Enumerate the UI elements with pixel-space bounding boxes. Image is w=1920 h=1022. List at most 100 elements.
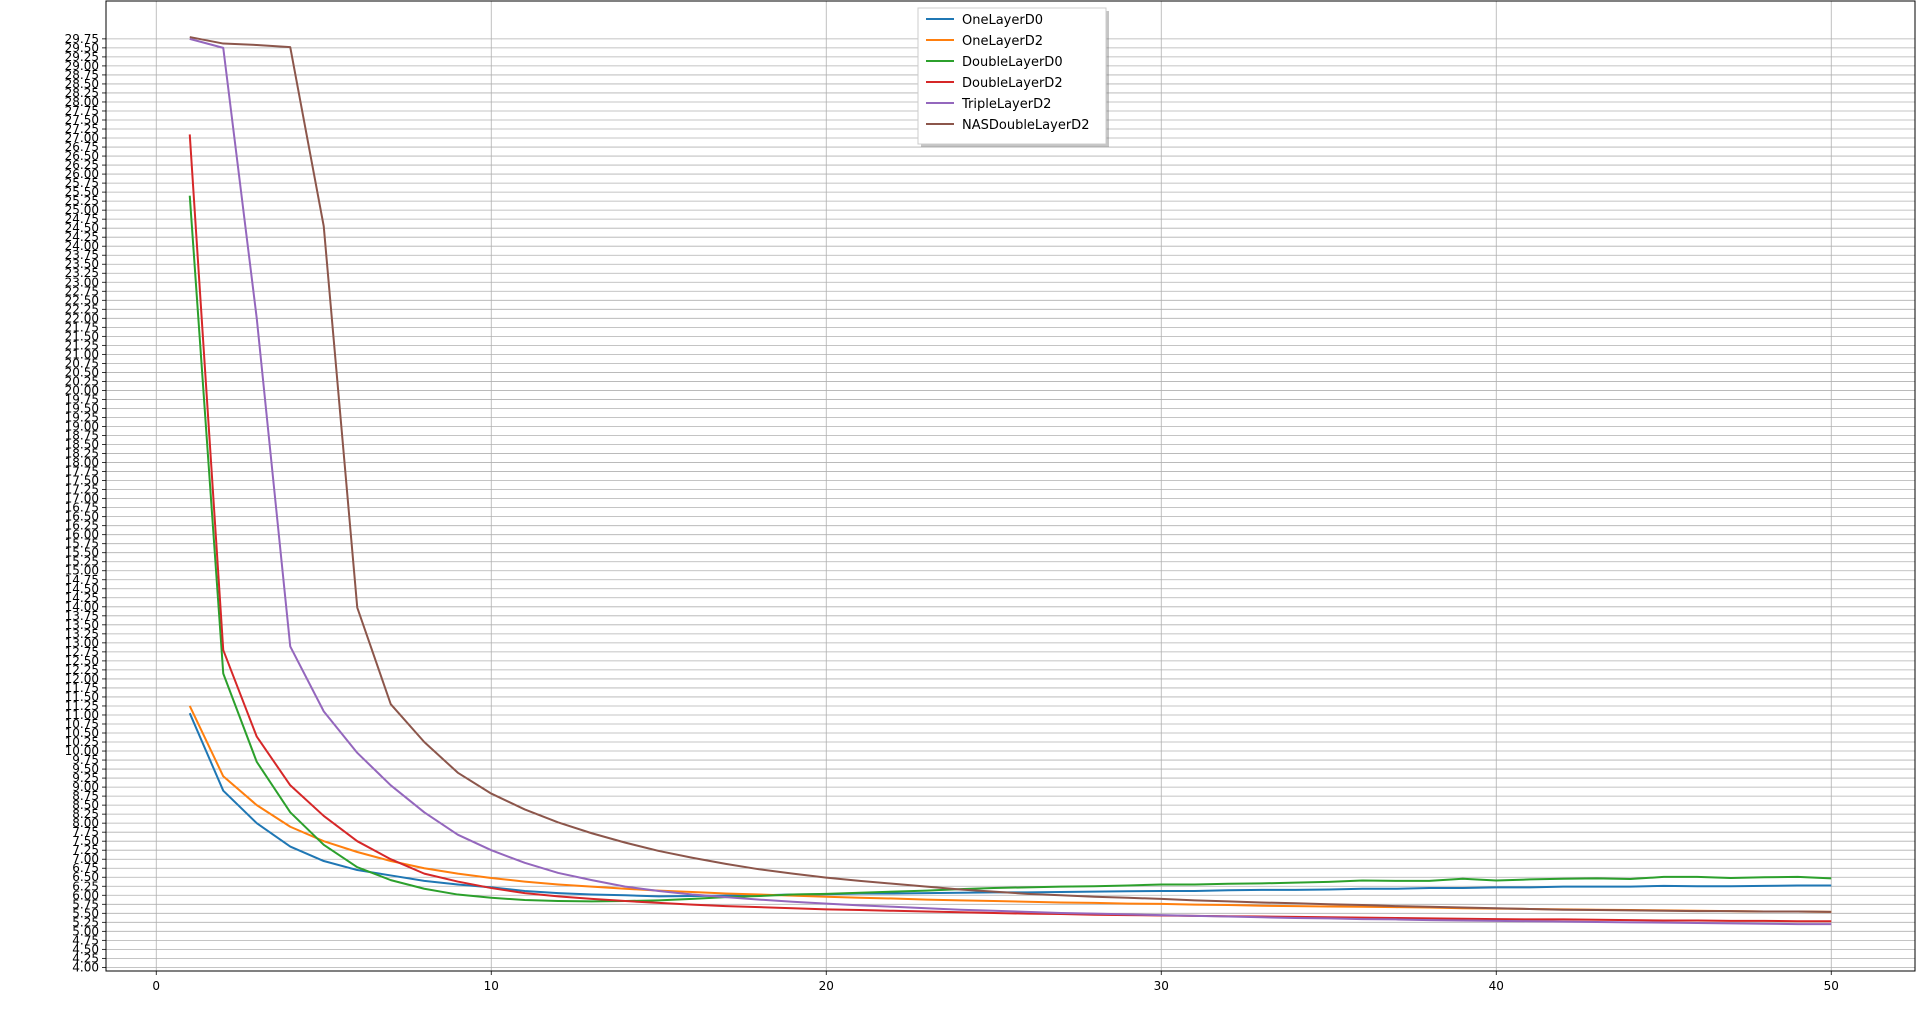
y-tick-label: 28.75 — [65, 68, 99, 82]
y-tick-label: 10.00 — [65, 744, 99, 758]
y-tick-label: 9.25 — [72, 771, 99, 785]
y-tick-label: 26.25 — [65, 158, 99, 172]
y-tick-label: 21.50 — [65, 329, 99, 343]
y-tick-label: 7.50 — [72, 834, 99, 848]
y-tick-label: 6.25 — [72, 879, 99, 893]
y-tick-label: 24.50 — [65, 221, 99, 235]
y-tick-label: 28.25 — [65, 86, 99, 100]
series-line-nasdoublelayerd2 — [189, 36, 1832, 913]
series-line-triplelayerd2 — [189, 37, 1832, 926]
y-tick-label: 17.00 — [65, 492, 99, 506]
y-tick-label: 8.50 — [72, 798, 99, 812]
y-tick-label: 5.00 — [72, 924, 99, 938]
legend: OneLayerD0 OneLayerD2 DoubleLayerD0 DoubleL… — [917, 7, 1109, 147]
y-tick-label: 11.25 — [65, 699, 99, 713]
y-tick-label: 4.75 — [72, 933, 99, 947]
y-tick-label: 9.00 — [72, 780, 99, 794]
y-tick-label: 14.00 — [65, 600, 99, 614]
y-tick-label: 29.75 — [65, 32, 99, 46]
y-tick-label: 12.00 — [65, 672, 99, 686]
x-axis: 0 10 20 30 40 50 — [152, 971, 1839, 993]
y-tick-label: 8.25 — [72, 807, 99, 821]
y-tick-label: 26.50 — [65, 149, 99, 163]
y-tick-label: 15.75 — [65, 537, 99, 551]
y-axis: 4.004.254.504.755.005.255.505.756.006.25… — [65, 32, 106, 974]
y-tick-label: 27.50 — [65, 113, 99, 127]
series-line-doublelayerd2 — [188, 134, 1832, 923]
y-tick-label: 5.75 — [72, 897, 99, 911]
y-tick-label: 25.00 — [65, 203, 99, 217]
y-tick-label: 21.25 — [65, 338, 99, 352]
y-tick-label: 4.50 — [72, 942, 99, 956]
x-tick-label: 50 — [1824, 979, 1839, 993]
y-tick-label: 12.75 — [65, 645, 99, 659]
y-tick-label: 17.75 — [65, 465, 99, 479]
y-tick-label: 4.25 — [72, 951, 99, 965]
y-tick-label: 11.00 — [65, 708, 99, 722]
y-tick-label: 28.50 — [65, 77, 99, 91]
y-tick-label: 18.00 — [65, 456, 99, 470]
y-tick-label: 7.00 — [72, 852, 99, 866]
x-tick-label: 10 — [484, 979, 499, 993]
y-tick-label: 26.00 — [65, 167, 99, 181]
x-tick-label: 40 — [1489, 979, 1504, 993]
y-tick-label: 4.00 — [72, 960, 99, 974]
y-tick-label: 14.50 — [65, 582, 99, 596]
legend-box — [917, 7, 1107, 145]
y-tick-label: 12.50 — [65, 654, 99, 668]
y-tick-label: 11.75 — [65, 681, 99, 695]
y-tick-label: 20.50 — [65, 365, 99, 379]
series-line-doublelayerd0 — [188, 195, 1832, 903]
series-lines — [188, 36, 1832, 926]
y-tick-label: 23.00 — [65, 275, 99, 289]
y-tick-label: 11.50 — [65, 690, 99, 704]
y-tick-label: 16.75 — [65, 501, 99, 515]
plot-frame — [105, 0, 1916, 972]
y-tick-label: 18.75 — [65, 429, 99, 443]
y-tick-label: 6.50 — [72, 870, 99, 884]
y-tick-label: 27.25 — [65, 122, 99, 136]
y-tick-label: 19.00 — [65, 420, 99, 434]
y-tick-label: 8.00 — [72, 816, 99, 830]
y-tick-label: 17.25 — [65, 483, 99, 497]
y-tick-label: 28.00 — [65, 95, 99, 109]
legend-label-doublelayerd0: DoubleLayerD0 — [962, 55, 1063, 70]
y-tick-label: 13.50 — [65, 618, 99, 632]
y-tick-label: 23.25 — [65, 266, 99, 280]
y-tick-label: 20.75 — [65, 356, 99, 370]
gridlines — [106, 1, 1915, 971]
y-tick-label: 21.00 — [65, 347, 99, 361]
legend-label-doublelayerd2: DoubleLayerD2 — [962, 76, 1063, 91]
y-tick-label: 26.75 — [65, 140, 99, 154]
x-tick-label: 20 — [819, 979, 834, 993]
y-tick-label: 25.75 — [65, 176, 99, 190]
y-tick-label: 19.25 — [65, 410, 99, 424]
y-tick-label: 7.75 — [72, 825, 99, 839]
y-tick-label: 6.75 — [72, 861, 99, 875]
y-tick-label: 12.25 — [65, 663, 99, 677]
y-tick-label: 13.75 — [65, 609, 99, 623]
x-tick-label: 30 — [1154, 979, 1169, 993]
y-tick-label: 15.50 — [65, 546, 99, 560]
y-tick-label: 27.00 — [65, 131, 99, 145]
y-tick-label: 22.50 — [65, 293, 99, 307]
x-tick-label: 0 — [152, 979, 160, 993]
y-tick-label: 18.25 — [65, 447, 99, 461]
y-tick-label: 24.00 — [65, 239, 99, 253]
y-tick-label: 15.00 — [65, 564, 99, 578]
y-tick-label: 5.25 — [72, 915, 99, 929]
y-tick-label: 14.25 — [65, 591, 99, 605]
y-tick-label: 6.00 — [72, 888, 99, 902]
y-tick-label: 8.75 — [72, 789, 99, 803]
y-tick-label: 15.25 — [65, 555, 99, 569]
y-tick-label: 29.00 — [65, 59, 99, 73]
y-tick-label: 19.75 — [65, 392, 99, 406]
y-tick-label: 13.25 — [65, 627, 99, 641]
y-tick-label: 18.50 — [65, 438, 99, 452]
y-tick-label: 27.75 — [65, 104, 99, 118]
y-tick-label: 20.00 — [65, 383, 99, 397]
legend-label-onelayerd0: OneLayerD0 — [962, 13, 1043, 28]
y-tick-label: 22.00 — [65, 311, 99, 325]
